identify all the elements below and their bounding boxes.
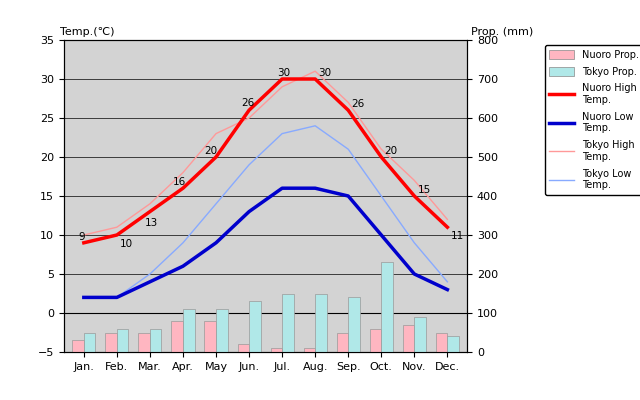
Bar (271, 348, 282, 352)
Bar (381, 262, 393, 352)
Bar (282, 294, 294, 352)
Bar (348, 298, 360, 352)
Text: 11: 11 (451, 231, 464, 241)
Bar (315, 294, 327, 352)
Bar (403, 325, 414, 352)
Text: 15: 15 (418, 185, 431, 195)
Text: 20: 20 (204, 146, 218, 156)
Text: 30: 30 (319, 68, 332, 78)
Text: 20: 20 (385, 146, 397, 156)
Bar (303, 348, 315, 352)
Bar (414, 317, 426, 352)
Text: Temp.(℃): Temp.(℃) (60, 27, 115, 37)
Bar (447, 336, 459, 352)
Text: Prop. (mm): Prop. (mm) (471, 27, 534, 37)
Text: 10: 10 (120, 239, 133, 249)
Bar (172, 321, 183, 352)
Bar (237, 344, 249, 352)
Bar (216, 309, 228, 352)
Text: 9: 9 (79, 232, 86, 242)
Bar (436, 332, 447, 352)
Legend: Nuoro Prop., Tokyo Prop., Nuoro High
Temp., Nuoro Low
Temp., Tokyo High
Temp., T: Nuoro Prop., Tokyo Prop., Nuoro High Tem… (545, 45, 640, 195)
Bar (249, 301, 260, 352)
Bar (106, 332, 117, 352)
Bar (117, 329, 129, 352)
Bar (183, 309, 195, 352)
Bar (150, 329, 161, 352)
Bar (84, 332, 95, 352)
Text: 30: 30 (277, 68, 291, 78)
Text: 16: 16 (173, 177, 186, 187)
Text: 13: 13 (145, 218, 158, 228)
Text: 26: 26 (241, 98, 254, 108)
Bar (138, 332, 150, 352)
Bar (204, 321, 216, 352)
Text: 26: 26 (351, 99, 365, 109)
Bar (337, 332, 348, 352)
Bar (72, 340, 84, 352)
Bar (370, 329, 381, 352)
